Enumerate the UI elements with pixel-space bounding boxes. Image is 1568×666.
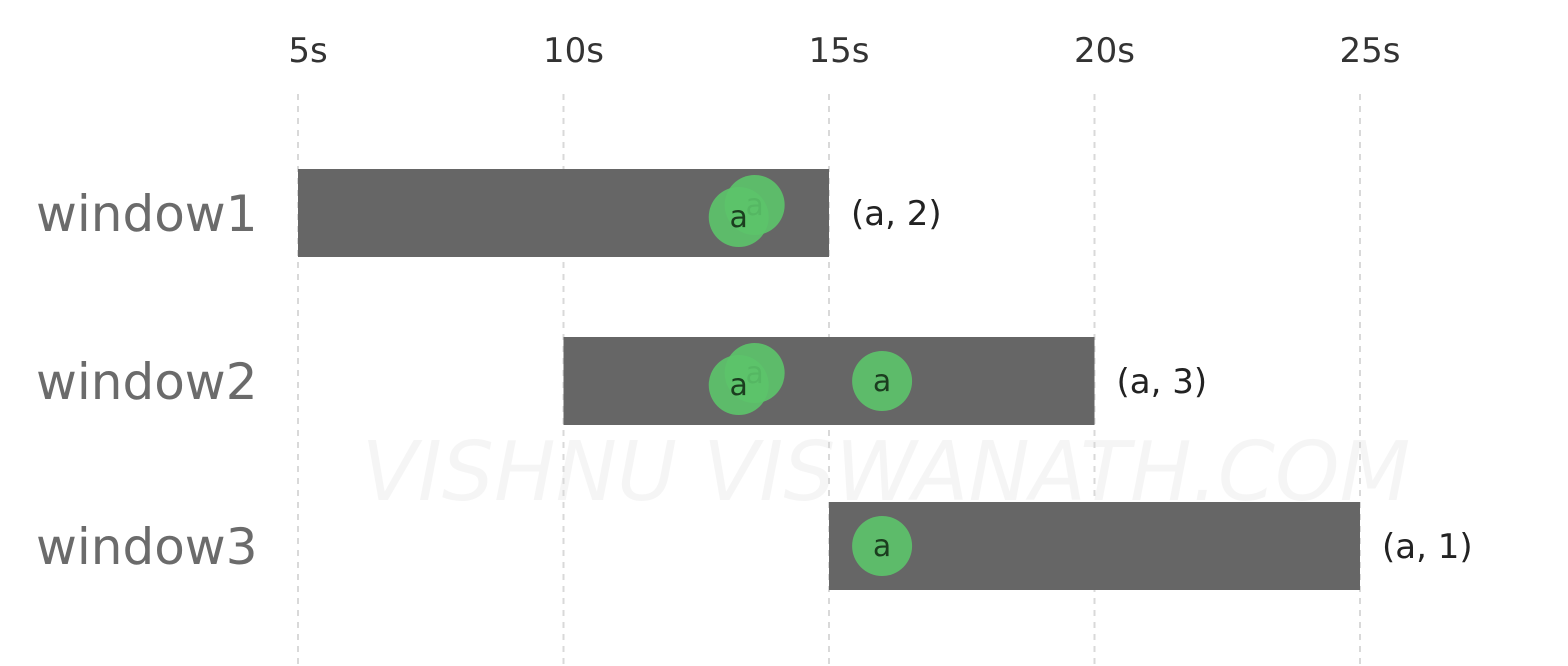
event-key-label: a bbox=[873, 529, 891, 564]
window-result: (a, 1) bbox=[1382, 527, 1473, 567]
event-key-label: a bbox=[730, 368, 748, 403]
window-rows: window1aa(a, 2)window2aaa(a, 3)window3a(… bbox=[36, 169, 1473, 590]
window-row-window1: window1aa(a, 2) bbox=[36, 169, 942, 257]
event-circle bbox=[708, 355, 769, 415]
event-key-label: a bbox=[873, 364, 891, 399]
event-circle bbox=[708, 187, 769, 247]
window-label: window3 bbox=[36, 518, 258, 576]
event-marker: a bbox=[708, 355, 769, 415]
event-marker: a bbox=[852, 351, 913, 411]
event-circle bbox=[852, 516, 913, 576]
window-label: window1 bbox=[36, 185, 258, 243]
event-marker: a bbox=[708, 187, 769, 247]
tick-label: 5s bbox=[288, 31, 327, 71]
time-axis: 5s 10s 15s 20s 25s bbox=[288, 31, 1400, 71]
event-key-label: a bbox=[730, 200, 748, 235]
window-row-window2: window2aaa(a, 3) bbox=[36, 337, 1207, 425]
window-result: (a, 2) bbox=[851, 194, 942, 234]
tick-label: 10s bbox=[543, 31, 604, 71]
window-label: window2 bbox=[36, 353, 258, 411]
window-bar bbox=[563, 337, 1095, 425]
tick-label: 20s bbox=[1074, 31, 1135, 71]
window-result: (a, 3) bbox=[1117, 362, 1208, 402]
event-marker: a bbox=[852, 516, 913, 576]
window-bar bbox=[829, 502, 1360, 590]
window-row-window3: window3 a (a, 1) bbox=[36, 502, 1473, 590]
tick-label: 15s bbox=[809, 31, 870, 71]
event-circle bbox=[852, 351, 913, 411]
tick-label: 25s bbox=[1340, 31, 1401, 71]
